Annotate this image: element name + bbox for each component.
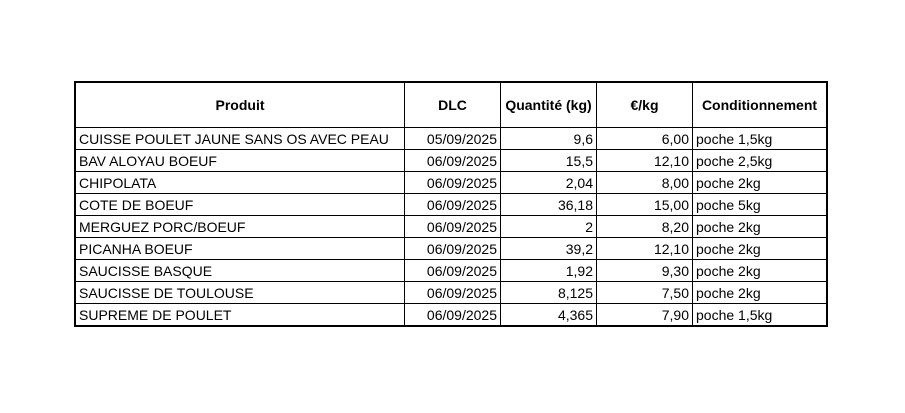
cell-quantite: 1,92 [500,259,597,282]
table-row: MERGUEZ PORC/BOEUF 06/09/2025 2 8,20 poche 2… [75,215,827,238]
cell-quantite: 2 [500,215,597,238]
cell-prix: 8,00 [596,171,693,194]
cell-dlc: 06/09/2025 [404,193,501,216]
table-body: CUISSE POULET JAUNE SANS OS AVEC PEAU 05/… [75,127,827,326]
table-row: SAUCISSE DE TOULOUSE 06/09/2025 8,125 7,50 p… [75,281,827,304]
cell-dlc: 06/09/2025 [404,171,501,194]
table-row: BAV ALOYAU BOEUF 06/09/2025 15,5 12,10 poche… [75,149,827,172]
header-row: Produit DLC Quantité (kg) €/kg Condition… [75,82,827,128]
cell-produit: CUISSE POULET JAUNE SANS OS AVEC PEAU [75,127,405,150]
cell-dlc: 06/09/2025 [404,237,501,260]
cell-prix: 15,00 [596,193,693,216]
cell-dlc: 06/09/2025 [404,259,501,282]
cell-dlc: 06/09/2025 [404,281,501,304]
cell-dlc: 06/09/2025 [404,215,501,238]
cell-produit: MERGUEZ PORC/BOEUF [75,215,405,238]
cell-produit: CHIPOLATA [75,171,405,194]
cell-produit: BAV ALOYAU BOEUF [75,149,405,172]
cell-conditionnement: poche 2kg [692,215,827,238]
cell-dlc: 06/09/2025 [404,303,501,326]
table-row: PICANHA BOEUF 06/09/2025 39,2 12,10 poche 2k… [75,237,827,260]
table-row: SAUCISSE BASQUE 06/09/2025 1,92 9,30 poche 2… [75,259,827,282]
cell-produit: COTE DE BOEUF [75,193,405,216]
cell-quantite: 9,6 [500,127,597,150]
cell-prix: 7,50 [596,281,693,304]
header-dlc: DLC [404,82,501,128]
header-quantite: Quantité (kg) [500,82,597,128]
cell-conditionnement: poche 5kg [692,193,827,216]
cell-prix: 6,00 [596,127,693,150]
cell-quantite: 36,18 [500,193,597,216]
cell-quantite: 8,125 [500,281,597,304]
cell-conditionnement: poche 2kg [692,259,827,282]
cell-dlc: 05/09/2025 [404,127,501,150]
table-header: Produit DLC Quantité (kg) €/kg Condition… [75,82,827,128]
product-table: Produit DLC Quantité (kg) €/kg Condition… [74,81,828,327]
table-row: CUISSE POULET JAUNE SANS OS AVEC PEAU 05/… [75,127,827,150]
cell-prix: 8,20 [596,215,693,238]
cell-conditionnement: poche 2kg [692,171,827,194]
header-prix: €/kg [596,82,693,128]
table-row: COTE DE BOEUF 06/09/2025 36,18 15,00 poche 5… [75,193,827,216]
cell-conditionnement: poche 1,5kg [692,303,827,326]
cell-produit: SUPREME DE POULET [75,303,405,326]
cell-quantite: 15,5 [500,149,597,172]
cell-conditionnement: poche 2,5kg [692,149,827,172]
table-row: SUPREME DE POULET 06/09/2025 4,365 7,90 poch… [75,303,827,326]
cell-quantite: 39,2 [500,237,597,260]
header-produit: Produit [75,82,405,128]
cell-conditionnement: poche 2kg [692,281,827,304]
cell-prix: 12,10 [596,237,693,260]
cell-conditionnement: poche 2kg [692,237,827,260]
cell-dlc: 06/09/2025 [404,149,501,172]
cell-prix: 7,90 [596,303,693,326]
cell-quantite: 4,365 [500,303,597,326]
cell-prix: 12,10 [596,149,693,172]
header-conditionnement: Conditionnement [692,82,827,128]
cell-prix: 9,30 [596,259,693,282]
cell-produit: SAUCISSE BASQUE [75,259,405,282]
cell-produit: PICANHA BOEUF [75,237,405,260]
cell-quantite: 2,04 [500,171,597,194]
cell-produit: SAUCISSE DE TOULOUSE [75,281,405,304]
cell-conditionnement: poche 1,5kg [692,127,827,150]
table-row: CHIPOLATA 06/09/2025 2,04 8,00 poche 2kg [75,171,827,194]
